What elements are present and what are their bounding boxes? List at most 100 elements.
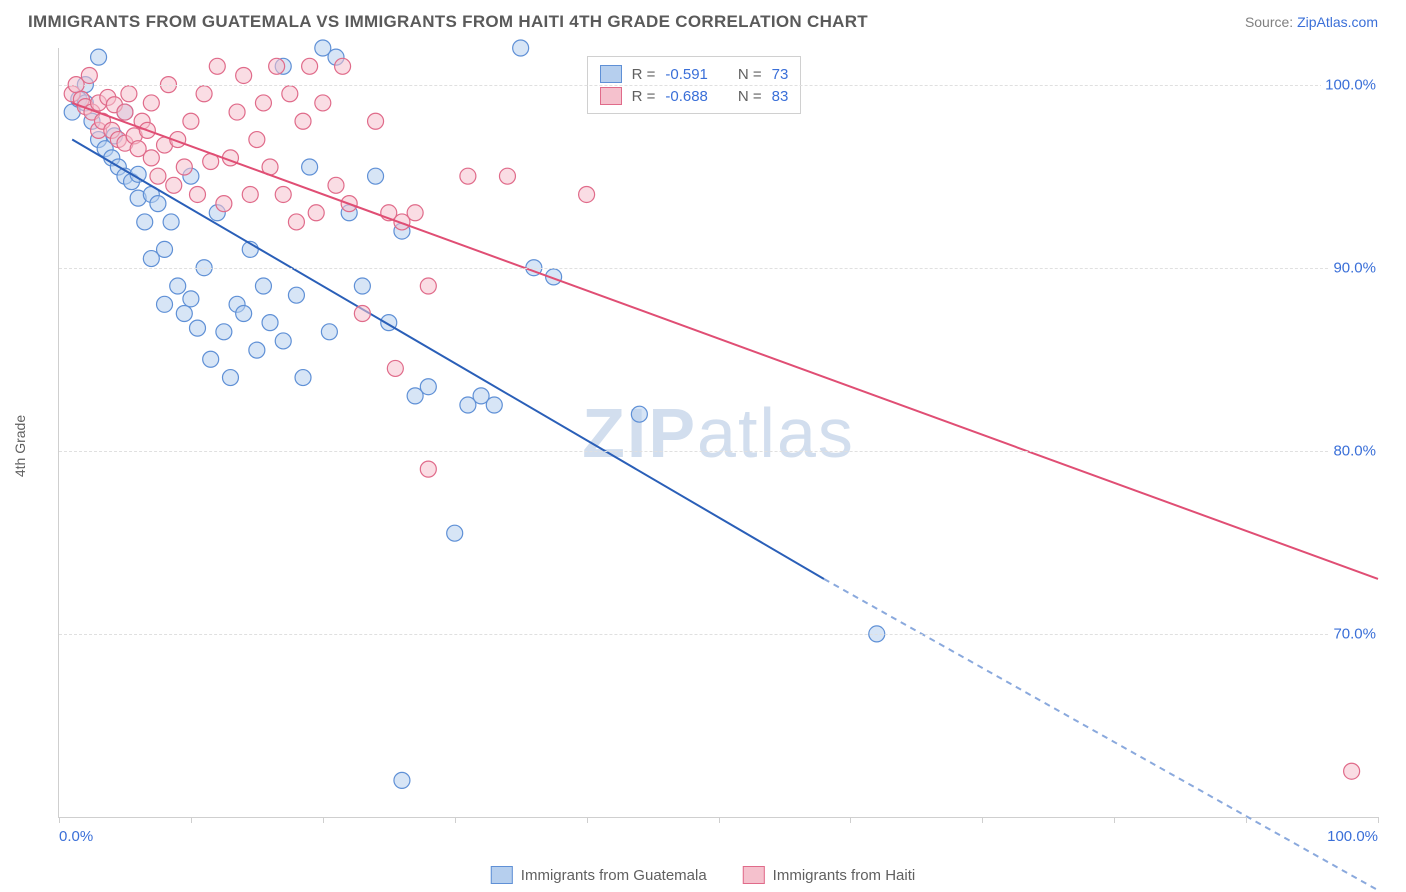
scatter-point-haiti	[308, 205, 324, 221]
legend-R-label: R =	[632, 66, 656, 83]
plot-area: ZIPatlas R =-0.591N =73R =-0.688N =83 70…	[58, 48, 1378, 818]
gridline	[59, 268, 1378, 269]
trend-line-ext-guatemala	[824, 579, 1378, 890]
y-tick-label: 70.0%	[1329, 625, 1380, 642]
scatter-point-haiti	[143, 95, 159, 111]
gridline	[59, 85, 1378, 86]
scatter-point-haiti	[229, 104, 245, 120]
scatter-point-haiti	[460, 168, 476, 184]
gridline	[59, 451, 1378, 452]
scatter-point-guatemala	[255, 278, 271, 294]
scatter-point-haiti	[242, 186, 258, 202]
chart-title: IMMIGRANTS FROM GUATEMALA VS IMMIGRANTS …	[28, 12, 868, 32]
scatter-point-guatemala	[513, 40, 529, 56]
scatter-point-guatemala	[420, 379, 436, 395]
scatter-point-guatemala	[91, 49, 107, 65]
scatter-point-haiti	[315, 95, 331, 111]
scatter-point-guatemala	[262, 315, 278, 331]
scatter-point-guatemala	[368, 168, 384, 184]
series-legend: Immigrants from Guatemala Immigrants from…	[491, 866, 915, 884]
x-tick	[850, 817, 851, 823]
trend-line-haiti	[72, 103, 1378, 579]
scatter-point-guatemala	[354, 278, 370, 294]
scatter-point-haiti	[150, 168, 166, 184]
legend-swatch	[600, 87, 622, 105]
scatter-point-haiti	[407, 205, 423, 221]
x-tick	[982, 817, 983, 823]
legend-R-value: -0.591	[665, 66, 708, 83]
source-prefix: Source:	[1245, 14, 1297, 30]
scatter-point-guatemala	[236, 305, 252, 321]
y-axis-label: 4th Grade	[12, 415, 28, 477]
scatter-point-haiti	[288, 214, 304, 230]
scatter-point-guatemala	[137, 214, 153, 230]
scatter-point-haiti	[420, 461, 436, 477]
legend-N-label: N =	[738, 88, 762, 105]
scatter-point-haiti	[282, 86, 298, 102]
scatter-point-haiti	[189, 186, 205, 202]
scatter-point-haiti	[209, 58, 225, 74]
scatter-point-haiti	[249, 132, 265, 148]
x-tick-label: 0.0%	[59, 828, 93, 845]
legend-R-label: R =	[632, 88, 656, 105]
scatter-point-guatemala	[249, 342, 265, 358]
trend-line-guatemala	[72, 140, 824, 579]
scatter-point-haiti	[216, 196, 232, 212]
series-legend-item-haiti: Immigrants from Haiti	[743, 866, 916, 884]
scatter-point-haiti	[166, 177, 182, 193]
y-tick-label: 80.0%	[1329, 442, 1380, 459]
scatter-point-haiti	[143, 150, 159, 166]
x-tick	[323, 817, 324, 823]
scatter-point-haiti	[354, 305, 370, 321]
series-legend-label: Immigrants from Guatemala	[521, 867, 707, 884]
source-attribution: Source: ZipAtlas.com	[1245, 14, 1378, 30]
scatter-point-haiti	[236, 67, 252, 83]
x-tick	[1378, 817, 1379, 823]
series-legend-item-guatemala: Immigrants from Guatemala	[491, 866, 707, 884]
scatter-point-haiti	[335, 58, 351, 74]
legend-swatch	[600, 65, 622, 83]
x-tick-label: 100.0%	[1327, 828, 1378, 845]
scatter-point-guatemala	[321, 324, 337, 340]
legend-row-guatemala: R =-0.591N =73	[600, 63, 789, 85]
scatter-point-guatemala	[150, 196, 166, 212]
scatter-point-guatemala	[222, 370, 238, 386]
scatter-point-guatemala	[394, 772, 410, 788]
scatter-point-haiti	[176, 159, 192, 175]
scatter-point-haiti	[1344, 763, 1360, 779]
source-link[interactable]: ZipAtlas.com	[1297, 14, 1378, 30]
scatter-point-haiti	[328, 177, 344, 193]
scatter-point-haiti	[420, 278, 436, 294]
scatter-point-haiti	[368, 113, 384, 129]
scatter-point-guatemala	[170, 278, 186, 294]
scatter-point-guatemala	[216, 324, 232, 340]
legend-R-value: -0.688	[665, 88, 708, 105]
scatter-point-haiti	[255, 95, 271, 111]
scatter-point-haiti	[295, 113, 311, 129]
chart-header: IMMIGRANTS FROM GUATEMALA VS IMMIGRANTS …	[0, 0, 1406, 40]
scatter-point-haiti	[269, 58, 285, 74]
scatter-point-guatemala	[157, 241, 173, 257]
x-tick	[191, 817, 192, 823]
x-tick	[1246, 817, 1247, 823]
scatter-point-guatemala	[203, 351, 219, 367]
series-legend-label: Immigrants from Haiti	[773, 867, 916, 884]
scatter-point-guatemala	[163, 214, 179, 230]
scatter-point-haiti	[499, 168, 515, 184]
x-tick	[59, 817, 60, 823]
scatter-point-guatemala	[486, 397, 502, 413]
x-tick	[719, 817, 720, 823]
scatter-point-haiti	[275, 186, 291, 202]
scatter-point-guatemala	[183, 291, 199, 307]
legend-swatch	[743, 866, 765, 884]
scatter-point-guatemala	[288, 287, 304, 303]
scatter-point-haiti	[302, 58, 318, 74]
scatter-point-guatemala	[189, 320, 205, 336]
scatter-point-haiti	[183, 113, 199, 129]
scatter-point-guatemala	[631, 406, 647, 422]
legend-swatch	[491, 866, 513, 884]
scatter-point-guatemala	[275, 333, 291, 349]
legend-N-label: N =	[738, 66, 762, 83]
scatter-point-haiti	[387, 360, 403, 376]
scatter-point-guatemala	[302, 159, 318, 175]
